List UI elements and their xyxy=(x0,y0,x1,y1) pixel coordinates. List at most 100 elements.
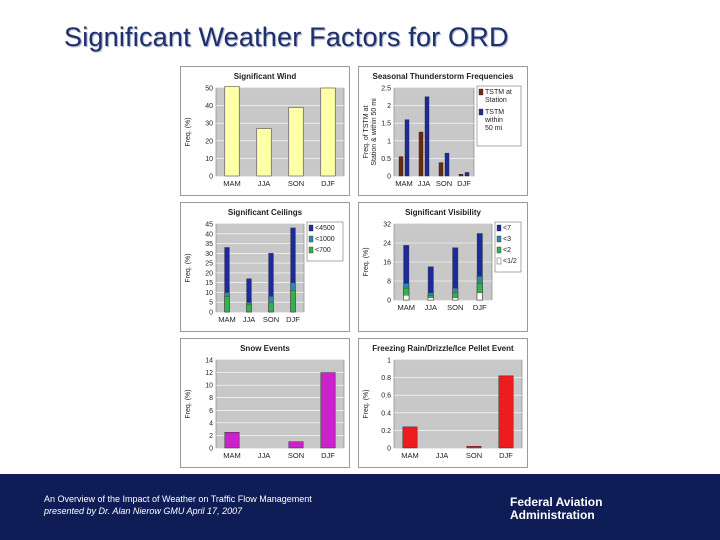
bar-ceilings-djf-s2 xyxy=(290,290,296,313)
x-tick-label: SON xyxy=(288,451,304,460)
y-tick-label: 10 xyxy=(205,156,213,163)
y-tick-label: 0 xyxy=(387,298,391,305)
agency-name: Federal Aviation Administration xyxy=(510,495,603,522)
bar-visibility-jja-s3 xyxy=(427,297,434,301)
wind-chart-panel: Significant Wind 0 10 20 30 40 50 Freq. (%) MAM J… xyxy=(180,66,350,196)
x-tick-label: MAM xyxy=(398,303,416,312)
y-axis-label: Freq. (%) xyxy=(185,389,192,418)
y-tick-label: 45 xyxy=(205,222,213,229)
y-tick-label: 35 xyxy=(205,241,213,248)
y-axis-label: Freq. (%) xyxy=(363,389,370,418)
freezing-chart-svg: Freezing Rain/Drizzle/Ice Pellet Event 0 0… xyxy=(358,338,528,468)
x-tick-label: JJA xyxy=(418,179,431,188)
y-tick-label: 25 xyxy=(205,261,213,268)
legend-swatch xyxy=(308,246,314,254)
chart-title: Significant Ceilings xyxy=(228,208,303,217)
bar-thunderstorm-jja-s1 xyxy=(424,96,430,177)
bar-thunderstorm-son-s0 xyxy=(438,162,444,177)
y-tick-label: 32 xyxy=(383,222,391,229)
y-tick-label: 15 xyxy=(205,280,213,287)
y-tick-label: 0 xyxy=(209,446,213,453)
y-tick-label: 30 xyxy=(205,251,213,258)
bar-freezing-mam xyxy=(402,426,418,449)
bar-visibility-djf-s3 xyxy=(476,292,483,301)
legend-label: <3 xyxy=(503,236,511,243)
bar-thunderstorm-jja-s0 xyxy=(418,131,424,177)
y-tick-label: 30 xyxy=(205,121,213,128)
bar-visibility-mam-s3 xyxy=(403,295,410,301)
chart-title: Significant Visibility xyxy=(405,208,481,217)
bar-snow-djf xyxy=(320,372,336,449)
bar-thunderstorm-son-s1 xyxy=(444,152,450,177)
bar-thunderstorm-djf-s1 xyxy=(464,172,470,177)
y-axis-label: Freq. of TSTM at xyxy=(363,106,370,159)
y-tick-label: 0 xyxy=(209,310,213,317)
bar-wind-djf xyxy=(320,87,336,177)
y-tick-label: 14 xyxy=(205,358,213,365)
y-tick-label: 4 xyxy=(209,420,213,427)
y-axis-label: Station & within 50 mi xyxy=(371,98,378,166)
y-tick-label: 2 xyxy=(209,433,213,440)
legend-label: <1/2 xyxy=(503,258,517,265)
bar-wind-son xyxy=(288,107,304,177)
y-tick-label: 2 xyxy=(387,103,391,110)
bar-snow-mam xyxy=(224,432,240,449)
x-tick-label: JJA xyxy=(436,451,449,460)
y-tick-label: 10 xyxy=(205,290,213,297)
bar-thunderstorm-djf-s0 xyxy=(458,174,464,177)
y-tick-label: 0.6 xyxy=(381,393,391,400)
legend-label: <700 xyxy=(315,247,331,254)
chart-title: Significant Wind xyxy=(234,72,297,81)
bar-wind-jja xyxy=(256,128,272,177)
y-tick-label: 16 xyxy=(383,260,391,267)
legend-swatch xyxy=(496,235,502,243)
y-tick-label: 1.5 xyxy=(381,121,391,128)
bar-ceilings-mam-s2 xyxy=(224,296,230,313)
legend-label: TSTM xyxy=(485,109,504,116)
y-tick-label: 1 xyxy=(387,138,391,145)
x-tick-label: JJA xyxy=(258,451,271,460)
y-tick-label: 12 xyxy=(205,370,213,377)
x-tick-label: MAM xyxy=(223,451,241,460)
x-tick-label: MAM xyxy=(218,315,236,324)
legend-swatch xyxy=(496,224,502,232)
x-tick-label: SON xyxy=(447,303,463,312)
bar-thunderstorm-mam-s0 xyxy=(398,156,404,177)
y-tick-label: 0.5 xyxy=(381,156,391,163)
legend-label: <7 xyxy=(503,225,511,232)
footer-line-1: An Overview of the Impact of Weather on … xyxy=(44,494,312,504)
x-tick-label: DJF xyxy=(286,315,300,324)
y-tick-label: 0.2 xyxy=(381,428,391,435)
y-tick-label: 20 xyxy=(205,270,213,277)
bar-ceilings-son-s2 xyxy=(268,302,274,313)
footer-bar: An Overview of the Impact of Weather on … xyxy=(0,474,720,540)
legend-swatch xyxy=(308,224,314,232)
legend-swatch xyxy=(496,246,502,254)
x-tick-label: MAM xyxy=(223,179,241,188)
bar-thunderstorm-mam-s1 xyxy=(404,119,410,177)
legend-label: TSTM at xyxy=(485,89,512,96)
snow-chart-svg: Snow Events 0 2 4 6 8 10 12 14 Freq. (%) MAM JJA SON… xyxy=(180,338,350,468)
legend-label: <1000 xyxy=(315,236,335,243)
x-tick-label: DJF xyxy=(473,303,487,312)
x-tick-label: MAM xyxy=(401,451,419,460)
y-tick-label: 8 xyxy=(387,279,391,286)
y-tick-label: 40 xyxy=(205,103,213,110)
ceilings-chart-panel: Significant Ceilings 0 5 10 15 20 25 30 35 40 45 Fr… xyxy=(180,202,350,332)
chart-title: Freezing Rain/Drizzle/Ice Pellet Event xyxy=(372,344,514,353)
visibility-chart-panel: Significant Visibility 0 8 16 24 32 Freq. (%) M… xyxy=(358,202,528,332)
chart-figure: Significant Wind 0 10 20 30 40 50 Freq. (%) MAM J… xyxy=(180,64,528,472)
legend-swatch xyxy=(496,257,502,265)
legend-box xyxy=(476,85,522,147)
thunderstorm-chart-svg: Seasonal Thunderstorm Frequencies 0 0.5 1 1.… xyxy=(358,66,528,196)
footer-line-2: presented by Dr. Alan Nierow GMU April 1… xyxy=(44,506,243,516)
visibility-chart-svg: Significant Visibility 0 8 16 24 32 Freq. (%) M… xyxy=(358,202,528,332)
y-tick-label: 0.8 xyxy=(381,375,391,382)
bar-wind-mam xyxy=(224,85,240,177)
ceilings-chart-svg: Significant Ceilings 0 5 10 15 20 25 30 35 40 45 Fr… xyxy=(180,202,350,332)
y-tick-label: 40 xyxy=(205,231,213,238)
legend-label: <4500 xyxy=(315,225,335,232)
y-axis-label: Freq. (%) xyxy=(363,247,370,276)
legend-label: Station xyxy=(485,97,507,104)
y-tick-label: 8 xyxy=(209,395,213,402)
